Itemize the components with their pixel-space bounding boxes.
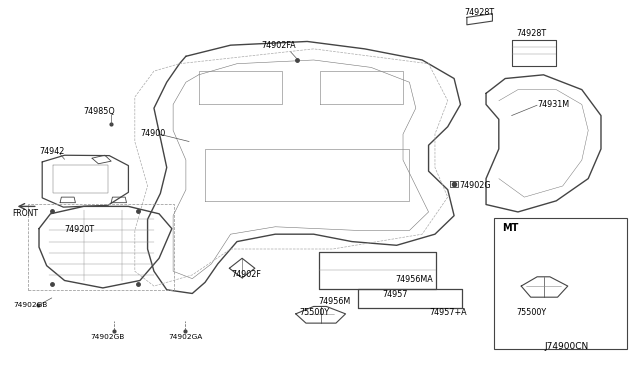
Text: 74957+A: 74957+A xyxy=(430,308,467,317)
FancyBboxPatch shape xyxy=(493,218,627,349)
Text: FRONT: FRONT xyxy=(12,209,38,218)
Text: 74902G: 74902G xyxy=(460,181,491,190)
Text: 74957: 74957 xyxy=(383,290,408,299)
Text: 74942: 74942 xyxy=(39,147,65,156)
Text: MT: MT xyxy=(502,222,518,232)
Text: 74928T: 74928T xyxy=(516,29,547,38)
Text: 74956MA: 74956MA xyxy=(396,275,433,284)
Text: 74920T: 74920T xyxy=(65,225,95,234)
Text: 74902GB: 74902GB xyxy=(90,334,124,340)
Text: 74902GA: 74902GA xyxy=(168,334,202,340)
Text: 74902FA: 74902FA xyxy=(261,41,296,51)
Text: 74931M: 74931M xyxy=(537,100,569,109)
Text: 74956M: 74956M xyxy=(319,297,351,306)
Text: 74985Q: 74985Q xyxy=(84,107,115,116)
Text: 74900: 74900 xyxy=(140,129,165,138)
Text: 74902GB: 74902GB xyxy=(13,302,48,308)
Text: 74928T: 74928T xyxy=(465,8,495,17)
Text: 75500Y: 75500Y xyxy=(516,308,547,317)
Text: J74900CN: J74900CN xyxy=(545,341,589,350)
Text: 75500Y: 75500Y xyxy=(300,308,330,317)
Text: 74902F: 74902F xyxy=(232,270,262,279)
